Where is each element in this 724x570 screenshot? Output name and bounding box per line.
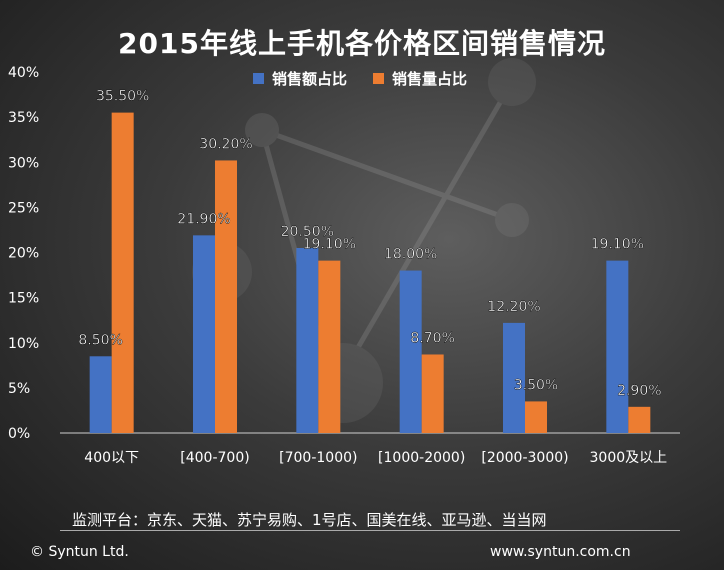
legend-item-revenue: 销售额占比 [253, 68, 347, 89]
y-tick-label: 40% [8, 65, 39, 81]
x-tick-label: 400以下 [84, 450, 139, 466]
y-tick-label: 5% [8, 381, 30, 397]
data-label: 2.90% [617, 383, 661, 399]
data-label: 8.50% [78, 332, 122, 348]
data-label: 35.50% [96, 89, 149, 105]
data-label: 3.50% [514, 377, 558, 393]
bar-volume-share [628, 406, 651, 433]
data-label: 19.10% [303, 237, 356, 253]
legend-item-volume: 销售量占比 [373, 68, 467, 89]
data-labels: 8.50%35.50%21.90%30.20%20.50%19.10%18.00… [78, 88, 662, 399]
x-tick-label: [400-700) [180, 450, 249, 466]
bar-revenue-share [503, 322, 525, 433]
legend-swatch-revenue [253, 73, 264, 84]
footer-divider [60, 530, 680, 531]
bar-volume-share [318, 260, 341, 433]
legend: 销售额占比 销售量占比 [253, 68, 467, 89]
data-label: 30.20% [199, 136, 252, 152]
bar-revenue-share [296, 247, 319, 433]
legend-swatch-volume [373, 73, 385, 84]
data-label: 20.50% [281, 224, 334, 240]
copyright: © Syntun Ltd. [30, 544, 129, 560]
y-tick-label: 0% [8, 426, 30, 442]
source-note: 监测平台：京东、天猫、苏宁易购、1号店、国美在线、亚马逊、当当网 [72, 511, 547, 529]
data-label: 21.90% [177, 211, 230, 227]
legend-label-revenue: 销售额占比 [272, 70, 348, 88]
axes: 0% 5% 10% 15% 20% 25% 30% 35% 40% 400以下 [400-700) [… [8, 65, 680, 466]
bar-volume-share [111, 112, 134, 434]
chart-title: 2015年线上手机各价格区间销售情况 [118, 27, 606, 60]
bar-volume-share [525, 401, 547, 433]
y-tick-label: 30% [8, 155, 39, 171]
bar-revenue-share [89, 356, 112, 433]
y-tick-label: 20% [8, 246, 39, 262]
bar-revenue-share [399, 270, 422, 433]
x-tick-label: [1000-2000) [378, 450, 465, 466]
bar-revenue-share [193, 235, 215, 433]
x-tick-label: [700-1000) [279, 450, 357, 466]
bar-volume-share [421, 354, 444, 433]
bar-revenue-share [606, 260, 629, 433]
data-label: 18.00% [384, 247, 437, 263]
bars [89, 112, 651, 434]
legend-label-volume: 销售量占比 [392, 70, 468, 88]
data-label: 12.20% [487, 299, 540, 315]
y-tick-label: 35% [8, 110, 39, 126]
data-label: 8.70% [410, 330, 454, 346]
y-tick-label: 25% [8, 200, 39, 216]
data-label: 19.10% [591, 237, 644, 253]
website: www.syntun.com.cn [490, 544, 631, 560]
y-tick-label: 15% [8, 291, 39, 307]
y-tick-label: 10% [8, 336, 39, 352]
x-tick-label: 3000及以上 [590, 450, 668, 466]
bar-volume-share [215, 160, 237, 433]
background-decoration [192, 58, 536, 423]
x-tick-label: [2000-3000) [481, 450, 568, 466]
